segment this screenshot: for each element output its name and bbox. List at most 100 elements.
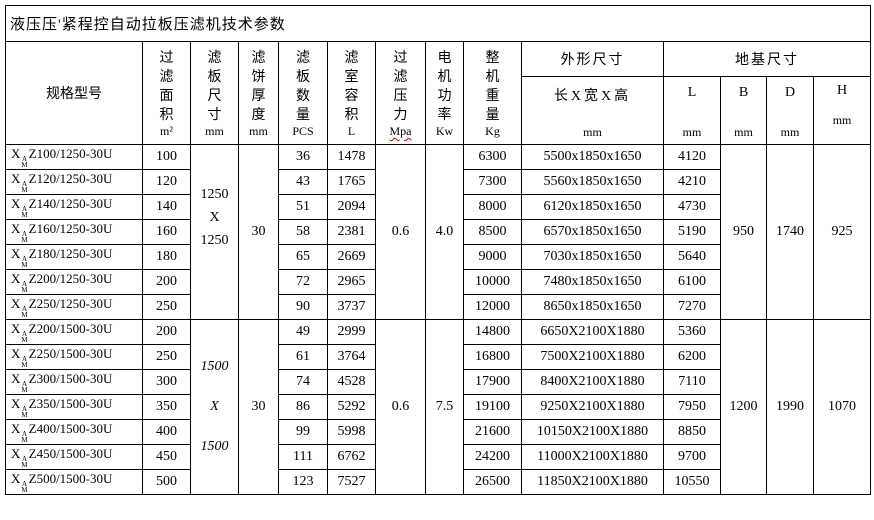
model-prefix-base: X — [11, 146, 21, 161]
table-row: X A M Z200/1500-30U 200 1500 X 1500 30 49 2999 0.6 7… — [5, 319, 872, 495]
foundation-l-cell: 4730 — [663, 194, 721, 220]
col-header-unit: mm — [682, 124, 702, 139]
col-header-unit: Mpa — [389, 124, 412, 138]
col-header-unit: mm — [832, 112, 852, 127]
col-header-label: 电机功率 — [437, 51, 452, 123]
chamber-volume-cell: 2094 — [327, 194, 376, 220]
model-suffix: Z350/1500-30U — [28, 396, 113, 411]
model-cell: X A M Z500/1500-30U — [5, 469, 143, 495]
cake-thickness-cell: 30 — [238, 319, 279, 495]
model-suffix: Z300/1500-30U — [28, 371, 113, 386]
plate-size-line: 1250 — [200, 233, 229, 248]
chamber-volume-cell: 2999 — [327, 319, 376, 345]
plate-count-cell: 43 — [278, 169, 328, 195]
foundation-l-cell: 10550 — [663, 469, 721, 495]
col-header-unit: Kw — [435, 124, 454, 138]
col-header-label: H — [836, 82, 848, 98]
outline-dims-cell: 8400X2100X1880 — [521, 369, 664, 395]
foundation-l-cell: 7110 — [663, 369, 721, 395]
table-row: X A M Z350/1500-30U 350 86 5292 19100 9250X2100X… — [5, 394, 871, 420]
model-suffix: Z250/1500-30U — [28, 346, 113, 361]
outline-dims-cell: 5560x1850x1650 — [521, 169, 664, 195]
col-header-foundation-d: D mm — [766, 76, 814, 145]
filter-area-cell: 350 — [142, 394, 191, 420]
col-header-foundation-l: L mm — [663, 76, 721, 145]
chamber-volume-cell: 2669 — [327, 244, 376, 270]
col-header-label: D — [784, 84, 796, 100]
model-prefix-sup: A — [21, 230, 28, 238]
model-prefix-sup: A — [21, 355, 28, 363]
model-prefix-sup: A — [21, 155, 28, 163]
model-cell: X A M Z250/1250-30U — [5, 294, 143, 320]
col-header-plate-size: 滤板尺寸 mm — [190, 41, 239, 145]
model-prefix-sub: M — [21, 385, 28, 394]
col-header-label: 过滤面积 — [159, 51, 174, 123]
model-prefix-base: X — [11, 346, 21, 361]
foundation-l-cell: 5190 — [663, 219, 721, 245]
filter-area-cell: 500 — [142, 469, 191, 495]
model-prefix-sub: M — [21, 210, 28, 219]
model-cell: X A M Z120/1250-30U — [5, 169, 143, 195]
chamber-volume-cell: 7527 — [327, 469, 376, 495]
plate-count-cell: 58 — [278, 219, 328, 245]
foundation-h-cell: 1070 — [812, 319, 872, 495]
machine-weight-cell: 26500 — [463, 469, 522, 495]
model-prefix-sup: A — [21, 180, 28, 188]
model-prefix-sup: A — [21, 480, 28, 488]
chamber-volume-cell: 3764 — [327, 344, 376, 370]
foundation-b-cell: 1200 — [720, 319, 767, 495]
plate-count-cell: 90 — [278, 294, 328, 320]
col-header-unit: mm — [205, 124, 224, 138]
col-header-label: 滤饼厚度 — [251, 51, 266, 123]
filter-area-cell: 300 — [142, 369, 191, 395]
plate-size-cell: 1250 X 1250 — [190, 144, 239, 320]
plate-count-cell: 36 — [278, 144, 328, 170]
model-suffix: Z120/1250-30U — [28, 171, 113, 186]
outline-dims-cell: 7500X2100X1880 — [521, 344, 664, 370]
model-prefix-sub: M — [21, 235, 28, 244]
table-row: X A M Z500/1500-30U 500 123 7527 26500 11850X210… — [5, 469, 871, 495]
model-prefix-base: X — [11, 296, 21, 311]
col-header-filter-area: 过滤面积 m² — [142, 41, 191, 145]
filter-area-cell: 100 — [142, 144, 191, 170]
machine-weight-cell: 24200 — [463, 444, 522, 470]
filter-area-cell: 160 — [142, 219, 191, 245]
machine-weight-cell: 10000 — [463, 269, 522, 295]
col-header-foundation-h: H mm — [812, 76, 872, 145]
table-row: X A M Z400/1500-30U 400 99 5998 21600 10150X2100… — [5, 419, 871, 445]
chamber-volume-cell: 2965 — [327, 269, 376, 295]
model-suffix: Z400/1500-30U — [28, 421, 113, 436]
col-header-label: 长X宽X高 — [553, 88, 632, 104]
col-header-label: 滤室容积 — [344, 51, 359, 123]
machine-weight-cell: 8000 — [463, 194, 522, 220]
foundation-l-cell: 4210 — [663, 169, 721, 195]
model-prefix-sub: M — [21, 360, 28, 369]
table-row: X A M Z160/1250-30U 160 58 2381 8500 6570x1850x1… — [5, 219, 871, 245]
plate-size-line: X — [209, 210, 220, 225]
header-row-sub: 长X宽X高 mm L mm B mm D mm — [6, 76, 872, 145]
outline-dims-cell: 6120x1850x1650 — [521, 194, 664, 220]
model-prefix-sup: A — [21, 255, 28, 263]
header-row-top: 规格型号 过滤面积 m² 滤板尺寸 mm 滤饼厚度 mm — [5, 41, 872, 145]
plate-count-cell: 74 — [278, 369, 328, 395]
model-prefix-sup: A — [21, 305, 28, 313]
table-row: X A M Z200/1250-30U 200 72 2965 10000 7480x1850x… — [5, 269, 871, 295]
table-row: X A M Z120/1250-30U 120 43 1765 7300 5560x1850x1… — [5, 169, 871, 195]
plate-count-cell: 72 — [278, 269, 328, 295]
foundation-b-cell: 950 — [720, 144, 767, 320]
chamber-volume-cell: 5292 — [327, 394, 376, 420]
model-suffix: Z180/1250-30U — [28, 246, 113, 261]
table-row: X A M Z140/1250-30U 140 51 2094 8000 6120x1850x1… — [5, 194, 871, 220]
outline-dims-cell: 11000X2100X1880 — [521, 444, 664, 470]
model-prefix-sup: A — [21, 330, 28, 338]
foundation-h-cell: 925 — [812, 144, 872, 320]
table-row: X A M Z250/1250-30U 250 90 3737 12000 8650x1850x… — [5, 294, 871, 320]
plate-count-cell: 86 — [278, 394, 328, 420]
model-suffix: Z200/1500-30U — [28, 321, 113, 336]
col-header-lwh: 长X宽X高 mm — [521, 76, 664, 145]
